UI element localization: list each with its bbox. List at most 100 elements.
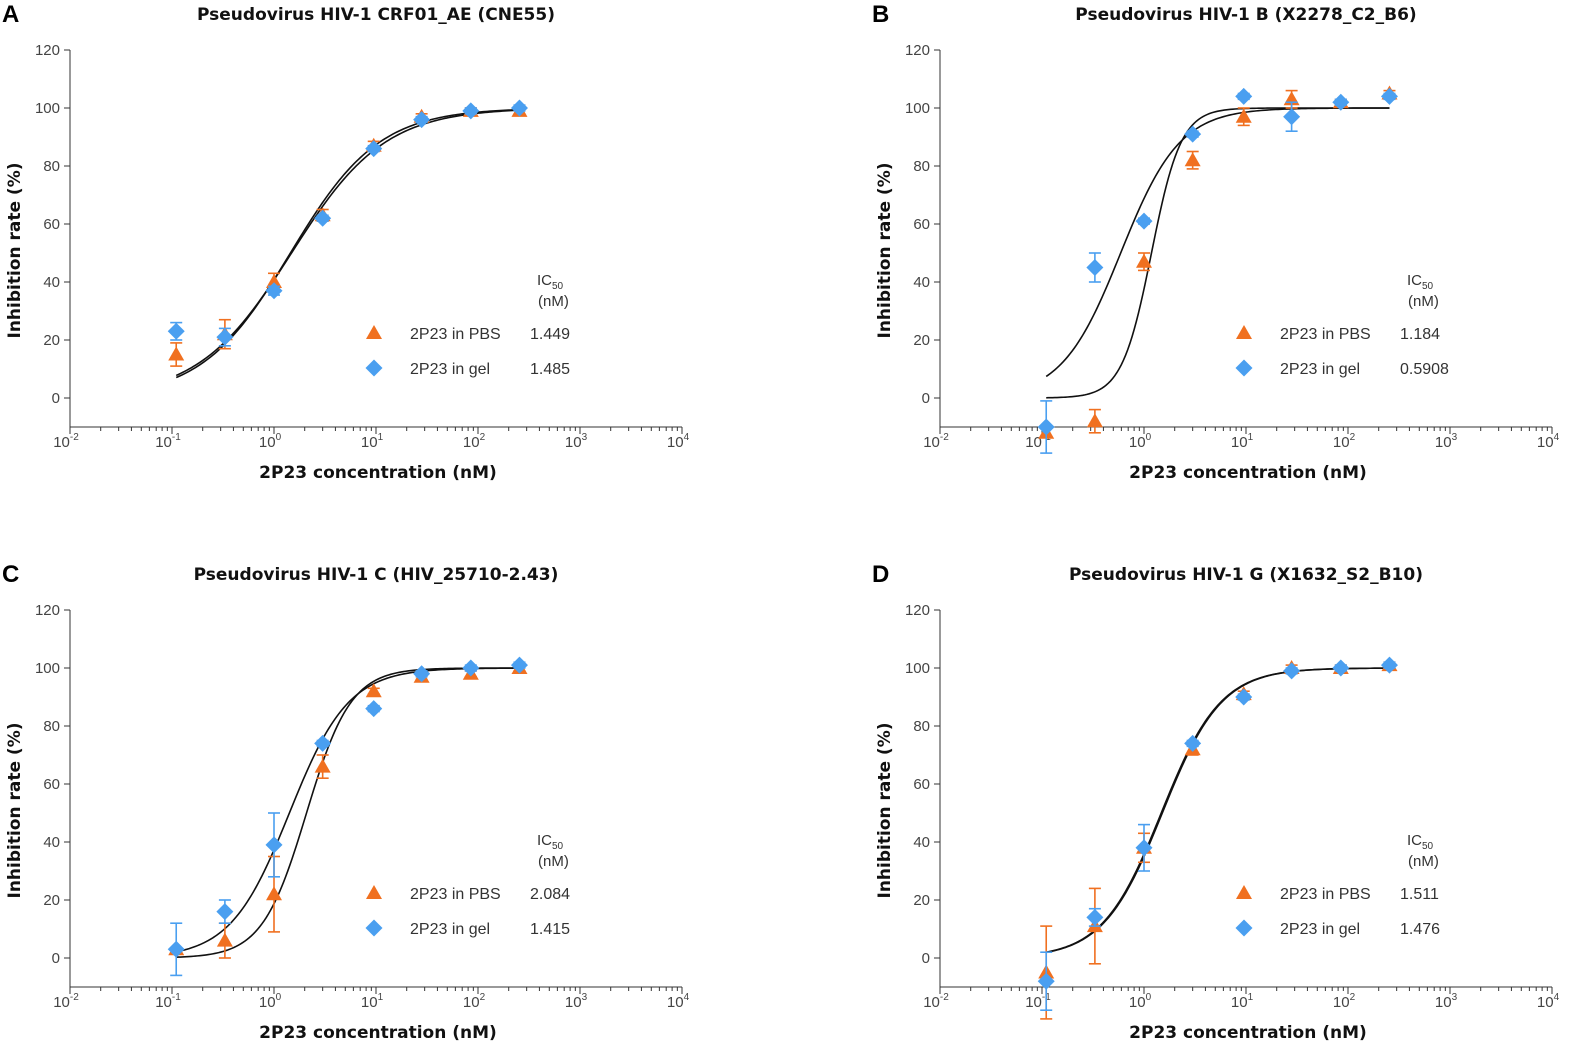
data-point-gel [510, 656, 528, 674]
ic50-header: IC50 [1407, 832, 1434, 852]
x-tick-label: 101 [1231, 432, 1254, 451]
y-axis-title: Inhibition rate (%) [875, 722, 895, 898]
x-axis-title: 2P23 concentration (nM) [1129, 463, 1367, 483]
y-tick-label: 0 [922, 950, 930, 967]
y-tick-label: 100 [35, 660, 60, 677]
data-point-pbs [314, 758, 331, 773]
x-tick-label: 104 [667, 432, 690, 451]
x-tick-label: 101 [361, 992, 384, 1011]
chart-title: Pseudovirus HIV-1 B (X2278_C2_B6) [1075, 5, 1416, 25]
ic50-unit: (nM) [538, 293, 569, 310]
y-tick-label: 0 [52, 390, 60, 407]
legend-label: 2P23 in gel [410, 361, 490, 378]
y-tick-label: 80 [913, 718, 930, 735]
data-point-gel [365, 140, 383, 158]
y-axis-title: Inhibition rate (%) [5, 722, 25, 898]
data-point-gel [1037, 972, 1055, 990]
data-point-gel [1184, 734, 1202, 752]
data-point-gel [167, 940, 185, 958]
ic50-unit: (nM) [1408, 293, 1439, 310]
ic50-header: IC50 [537, 832, 564, 852]
data-point-gel [462, 102, 480, 120]
x-tick-label: 101 [1231, 992, 1254, 1011]
data-point-gel [1283, 108, 1301, 126]
y-tick-label: 0 [52, 950, 60, 967]
data-point-gel [1380, 656, 1398, 674]
data-point-pbs [216, 932, 233, 947]
y-tick-label: 120 [905, 602, 930, 619]
y-tick-label: 20 [43, 332, 60, 349]
legend-label: 2P23 in PBS [410, 326, 501, 343]
data-point-gel [1135, 839, 1153, 857]
legend-marker-gel [1235, 359, 1253, 377]
legend-marker-pbs [1236, 885, 1252, 899]
ic50-value: 0.5908 [1400, 361, 1449, 378]
x-tick-label: 104 [667, 992, 690, 1011]
data-point-gel [365, 700, 383, 718]
data-point-pbs [266, 886, 282, 901]
data-point-gel [1332, 659, 1350, 677]
chart-title: Pseudovirus HIV-1 G (X1632_S2_B10) [1069, 565, 1423, 585]
data-point-gel [413, 111, 431, 129]
ic50-value: 1.485 [530, 361, 570, 378]
data-point-gel [1037, 418, 1055, 436]
legend-marker-pbs [1236, 325, 1252, 339]
x-axis-title: 2P23 concentration (nM) [259, 1023, 497, 1043]
y-tick-label: 60 [43, 776, 60, 793]
y-tick-label: 40 [913, 274, 930, 291]
data-point-gel [510, 99, 528, 117]
x-tick-label: 10-2 [53, 432, 79, 451]
x-axis-title: 2P23 concentration (nM) [259, 463, 497, 483]
x-tick-label: 104 [1537, 992, 1560, 1011]
panel-letter: A [2, 1, 19, 28]
panel-c: C Pseudovirus HIV-1 C (HIV_25710-2.43) 0 20… [2, 561, 690, 1043]
y-tick-label: 40 [43, 834, 60, 851]
data-point-gel [1235, 87, 1253, 105]
y-tick-label: 80 [913, 158, 930, 175]
y-tick-label: 60 [913, 776, 930, 793]
legend-marker-pbs [366, 325, 382, 339]
x-tick-label: 100 [259, 992, 282, 1011]
y-tick-label: 120 [35, 42, 60, 59]
ic50-value: 1.184 [1400, 326, 1440, 343]
data-point-gel [1086, 908, 1104, 926]
data-point-pbs [1235, 108, 1252, 123]
legend-label: 2P23 in PBS [1280, 326, 1371, 343]
data-point-gel [1283, 662, 1301, 680]
y-tick-label: 20 [913, 332, 930, 349]
x-axis-title: 2P23 concentration (nM) [1129, 1023, 1367, 1043]
data-point-pbs [1086, 413, 1103, 428]
y-tick-label: 120 [905, 42, 930, 59]
data-point-gel [1086, 259, 1104, 276]
fit-curve-gel [176, 667, 520, 953]
x-tick-label: 101 [361, 432, 384, 451]
data-point-gel [265, 836, 283, 854]
data-point-gel [462, 659, 480, 677]
data-point-gel [314, 209, 332, 227]
panel-d: D Pseudovirus HIV-1 G (X1632_S2_B10) 0 20 40… [872, 561, 1560, 1043]
data-point-gel [1135, 212, 1153, 230]
data-point-gel [1235, 688, 1253, 706]
x-tick-label: 102 [1333, 992, 1356, 1011]
legend-label: 2P23 in PBS [410, 886, 501, 903]
x-tick-label: 102 [463, 432, 486, 451]
x-tick-label: 10-2 [53, 992, 79, 1011]
ic50-value: 1.449 [530, 326, 570, 343]
x-tick-label: 10-2 [923, 992, 949, 1011]
y-axis-title: Inhibition rate (%) [5, 162, 25, 338]
data-point-gel [216, 903, 234, 921]
data-point-pbs [168, 346, 185, 361]
legend-label: 2P23 in PBS [1280, 886, 1371, 903]
panel-letter: C [2, 561, 19, 588]
legend-marker-pbs [366, 885, 382, 899]
fit-curve-gel [175, 109, 520, 377]
fit-curve-pbs [1046, 667, 1390, 954]
ic50-header: IC50 [537, 272, 564, 292]
ic50-value: 1.511 [1400, 886, 1439, 903]
data-point-pbs [266, 274, 282, 288]
x-tick-label: 104 [1537, 432, 1560, 451]
ic50-unit: (nM) [1408, 853, 1439, 870]
data-point-gel [265, 282, 283, 300]
data-point-pbs [365, 683, 382, 698]
ic50-unit: (nM) [538, 853, 569, 870]
